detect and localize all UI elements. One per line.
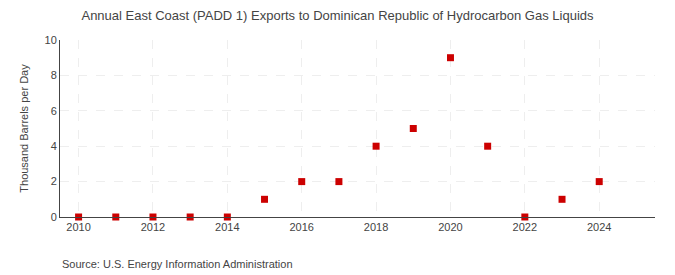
svg-text:2024: 2024 [587, 221, 611, 233]
svg-text:2022: 2022 [513, 221, 537, 233]
svg-text:0: 0 [51, 211, 57, 223]
svg-text:Thousand Barrels per Day: Thousand Barrels per Day [18, 64, 30, 193]
svg-text:4: 4 [51, 140, 57, 152]
svg-text:Source: U.S. Energy Informatio: Source: U.S. Energy Information Administ… [62, 258, 293, 270]
svg-text:2: 2 [51, 175, 57, 187]
svg-text:Annual East Coast (PADD 1) Exp: Annual East Coast (PADD 1) Exports to Do… [81, 8, 594, 23]
svg-text:2018: 2018 [364, 221, 388, 233]
svg-text:10: 10 [45, 34, 57, 46]
svg-text:2010: 2010 [66, 221, 90, 233]
svg-text:2012: 2012 [141, 221, 165, 233]
svg-text:2014: 2014 [215, 221, 239, 233]
svg-text:2020: 2020 [438, 221, 462, 233]
svg-text:2016: 2016 [289, 221, 313, 233]
svg-text:6: 6 [51, 105, 57, 117]
svg-text:8: 8 [51, 69, 57, 81]
